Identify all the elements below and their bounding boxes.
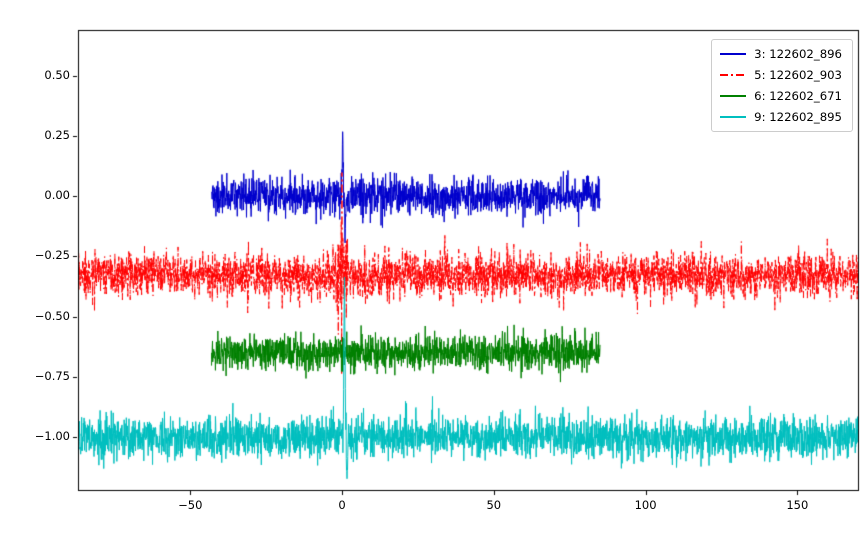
legend-item: 3: 122602_896 (719, 45, 842, 63)
y-tick-label: −0.50 (34, 308, 70, 323)
x-tick-label: 150 (786, 498, 809, 512)
y-tick-label: 0.00 (44, 188, 70, 203)
y-tick-label: −0.25 (34, 248, 70, 263)
legend-line-sample-icon (720, 53, 747, 55)
legend-label: 6: 122602_671 (754, 89, 842, 103)
legend-line-sample-icon (720, 95, 747, 97)
x-tick-label: 50 (486, 498, 502, 512)
legend-line-sample-icon (720, 74, 747, 76)
legend-label: 9: 122602_895 (754, 110, 842, 124)
legend-label: 3: 122602_896 (754, 47, 842, 61)
y-tick-label: 0.50 (44, 67, 70, 82)
x-tick-label: 0 (338, 498, 346, 512)
legend-label: 5: 122602_903 (754, 68, 842, 82)
legend-line-sample-icon (720, 116, 747, 118)
x-tick-label: 100 (634, 498, 657, 512)
y-tick-label: 0.25 (44, 127, 70, 142)
y-tick-label: −1.00 (34, 429, 70, 444)
legend: 3: 122602_896 5: 122602_903 6: 122602_671 9… (711, 39, 853, 132)
x-tick-label: −50 (178, 498, 203, 512)
legend-item: 6: 122602_671 (719, 87, 842, 105)
legend-item: 9: 122602_895 (719, 108, 842, 126)
legend-item: 5: 122602_903 (719, 66, 842, 84)
y-tick-label: −0.75 (34, 368, 70, 383)
